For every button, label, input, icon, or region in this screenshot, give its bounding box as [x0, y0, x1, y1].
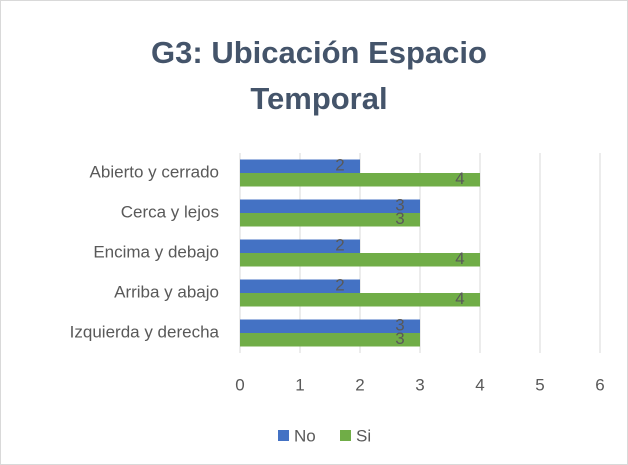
data-label: 3 — [395, 316, 404, 335]
chart-title: G3: Ubicación Espacio Temporal — [151, 35, 487, 116]
y-tick-label: Abierto y cerrado — [90, 162, 219, 181]
bar — [240, 279, 360, 293]
bar — [240, 199, 420, 213]
legend-swatch — [340, 430, 351, 441]
bar — [240, 159, 360, 173]
data-label: 2 — [335, 156, 344, 175]
x-tick-label: 3 — [415, 375, 424, 394]
data-label: 3 — [395, 196, 404, 215]
data-label: 4 — [455, 289, 464, 308]
y-tick-label: Izquierda y derecha — [70, 322, 220, 341]
y-tick-label: Cerca y lejos — [121, 202, 219, 221]
bar — [240, 239, 360, 253]
data-label: 4 — [455, 249, 464, 268]
data-label: 4 — [455, 169, 464, 188]
data-label: 2 — [335, 276, 344, 295]
data-label: 2 — [335, 236, 344, 255]
y-tick-label: Arriba y abajo — [114, 282, 219, 301]
x-tick-label: 2 — [355, 375, 364, 394]
x-tick-label: 4 — [475, 375, 484, 394]
bar — [240, 253, 480, 267]
legend-swatch — [278, 430, 289, 441]
bar — [240, 319, 420, 333]
bar — [240, 213, 420, 227]
x-tick-label: 1 — [295, 375, 304, 394]
x-tick-label: 5 — [535, 375, 544, 394]
data-label: 3 — [395, 209, 404, 228]
data-label: 3 — [395, 329, 404, 348]
legend-label: No — [294, 426, 316, 445]
x-tick-label: 0 — [235, 375, 244, 394]
bar — [240, 293, 480, 307]
y-tick-label: Encima y debajo — [93, 242, 219, 261]
legend-label: Si — [356, 426, 371, 445]
bar — [240, 333, 420, 347]
bar — [240, 173, 480, 187]
x-tick-label: 6 — [595, 375, 604, 394]
